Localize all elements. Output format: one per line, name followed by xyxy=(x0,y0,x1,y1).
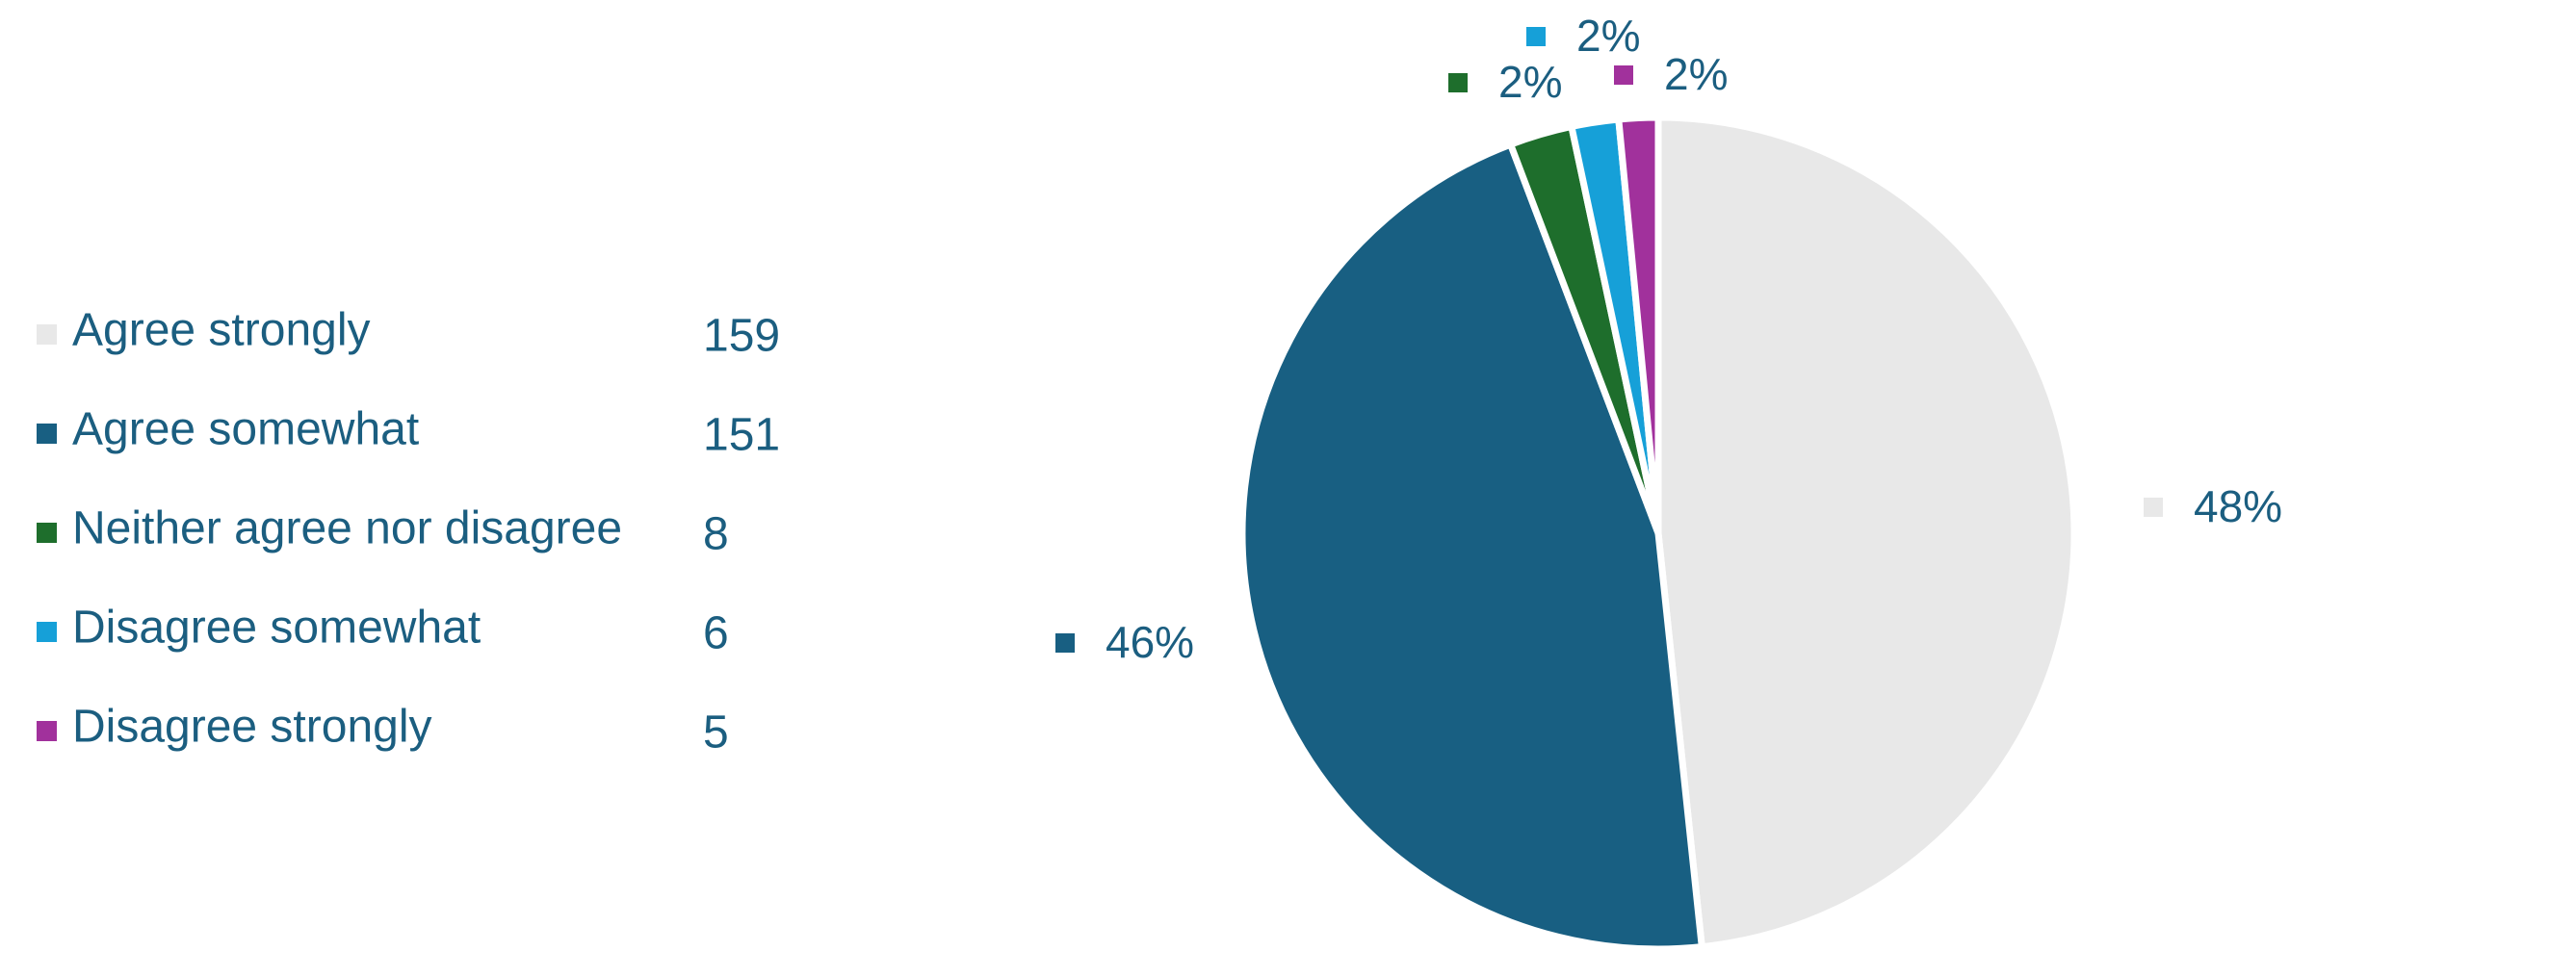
legend-count: 6 xyxy=(703,608,729,659)
data-label: 46% xyxy=(1106,617,1194,667)
legend-count: 5 xyxy=(703,707,729,758)
legend-label: Disagree somewhat xyxy=(72,603,481,654)
pie-slice xyxy=(1654,114,2078,951)
legend-swatch xyxy=(37,324,57,345)
legend-count: 159 xyxy=(703,311,780,362)
label-swatch xyxy=(1526,27,1546,46)
legend-label: Agree somewhat xyxy=(72,404,419,455)
label-swatch xyxy=(1448,73,1468,92)
legend-label: Agree strongly xyxy=(72,305,371,356)
data-label: 48% xyxy=(2194,481,2282,531)
legend-swatch xyxy=(37,721,57,741)
data-label: 2% xyxy=(1664,49,1728,99)
legend-count: 151 xyxy=(703,410,780,461)
pie-slice xyxy=(1615,114,1662,537)
label-swatch xyxy=(1055,633,1075,653)
label-swatch xyxy=(2144,498,2163,517)
legend-label: Neither agree nor disagree xyxy=(72,503,622,554)
legend-count: 8 xyxy=(703,509,729,560)
data-label: 2% xyxy=(1576,11,1640,61)
legend-swatch xyxy=(37,622,57,642)
data-label: 2% xyxy=(1498,57,1562,107)
label-swatch xyxy=(1614,65,1633,85)
legend-swatch xyxy=(37,523,57,543)
legend-swatch xyxy=(37,424,57,444)
legend-label: Disagree strongly xyxy=(72,702,432,753)
